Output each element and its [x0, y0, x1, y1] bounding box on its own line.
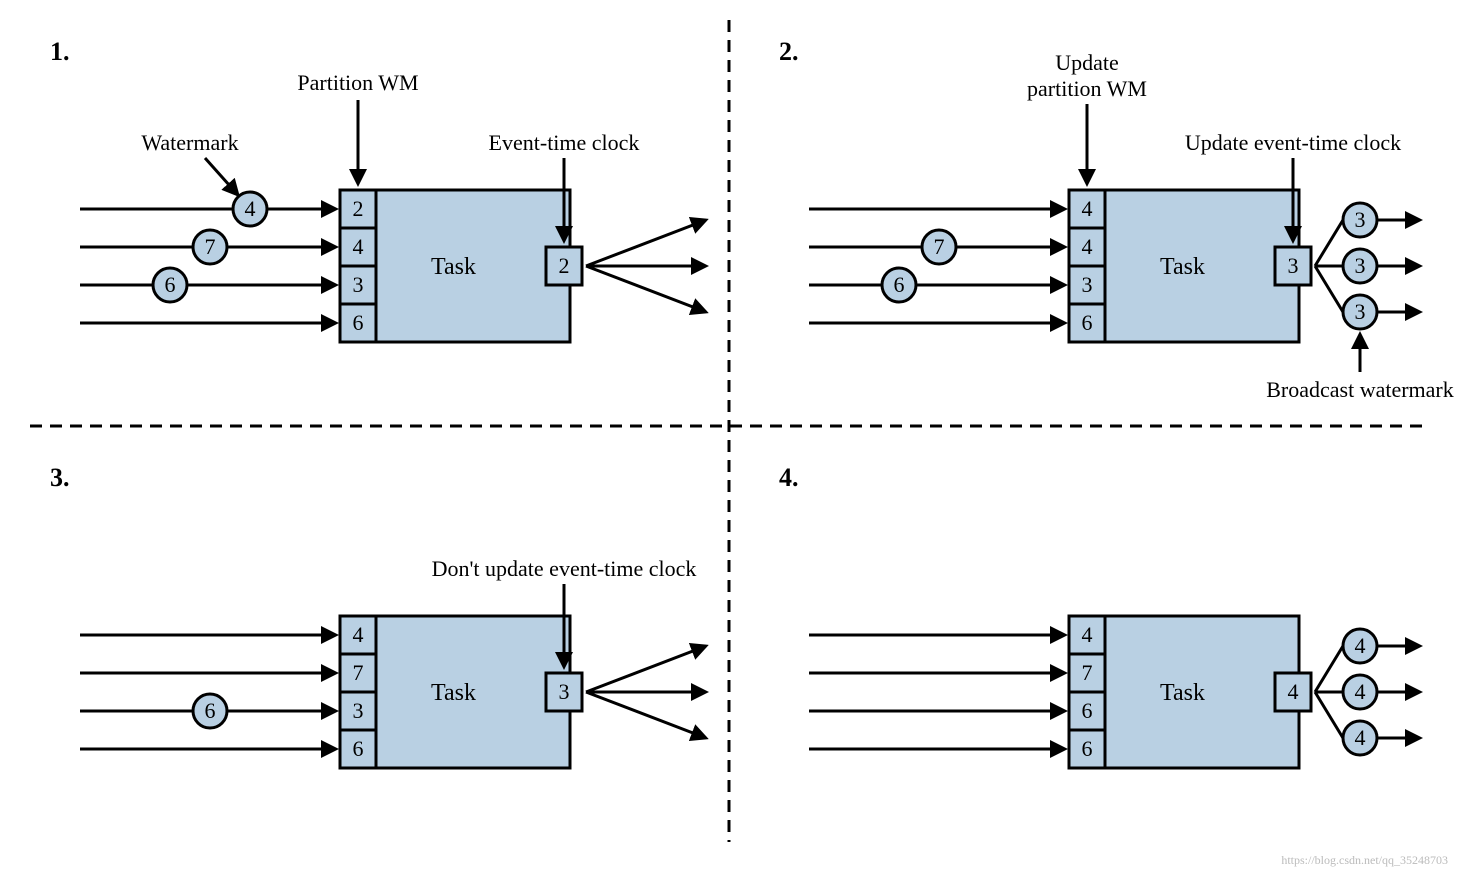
clock-label: Don't update event-time clock: [432, 556, 697, 581]
watermark-value: 7: [934, 234, 945, 259]
partition-wm-value: 3: [353, 272, 364, 297]
partition-wm-value: 6: [1082, 698, 1093, 723]
clock-value: 2: [559, 253, 570, 278]
partition-wm-value: 7: [353, 660, 364, 685]
task-label: Task: [431, 680, 476, 706]
panel-number: 4.: [779, 463, 799, 492]
source-watermark: https://blog.csdn.net/qq_35248703: [1281, 853, 1448, 867]
partition-wm-value: 6: [1082, 736, 1093, 761]
partition-wm-value: 6: [353, 736, 364, 761]
partition-wm-value: 4: [1082, 196, 1093, 221]
partition-wm-value: 6: [1082, 310, 1093, 335]
broadcast-label: Broadcast watermark: [1266, 377, 1454, 402]
output-watermark-value: 3: [1355, 207, 1366, 232]
panel-number: 2.: [779, 37, 799, 66]
clock-value: 3: [559, 679, 570, 704]
partition-wm-value: 4: [353, 622, 364, 647]
partition-wm-value: 7: [1082, 660, 1093, 685]
partition-wm-value: 2: [353, 196, 364, 221]
task-label: Task: [431, 254, 476, 280]
watermark-label: Watermark: [141, 130, 238, 155]
task-label: Task: [1160, 254, 1205, 280]
watermark-value: 6: [205, 698, 216, 723]
partition-wm-value: 4: [1082, 234, 1093, 259]
watermark-value: 6: [165, 272, 176, 297]
partition-wm-label-prefix: Update: [1055, 50, 1119, 75]
partition-wm-value: 3: [1082, 272, 1093, 297]
clock-value: 3: [1288, 253, 1299, 278]
output-watermark-value: 4: [1355, 679, 1366, 704]
output-watermark-value: 3: [1355, 253, 1366, 278]
watermark-value: 7: [205, 234, 216, 259]
output-watermark-value: 3: [1355, 299, 1366, 324]
output-watermark-value: 4: [1355, 725, 1366, 750]
watermark-value: 4: [245, 196, 256, 221]
panel-number: 3.: [50, 463, 70, 492]
partition-wm-label: partition WM: [1027, 76, 1147, 101]
task-label: Task: [1160, 680, 1205, 706]
panel-number: 1.: [50, 37, 70, 66]
clock-label: Update event-time clock: [1185, 130, 1401, 155]
partition-wm-value: 4: [1082, 622, 1093, 647]
partition-wm-label: Partition WM: [297, 70, 418, 95]
partition-wm-value: 4: [353, 234, 364, 259]
clock-label: Event-time clock: [489, 130, 640, 155]
watermark-value: 6: [894, 272, 905, 297]
output-watermark-value: 4: [1355, 633, 1366, 658]
partition-wm-value: 6: [353, 310, 364, 335]
clock-value: 4: [1288, 679, 1299, 704]
partition-wm-value: 3: [353, 698, 364, 723]
